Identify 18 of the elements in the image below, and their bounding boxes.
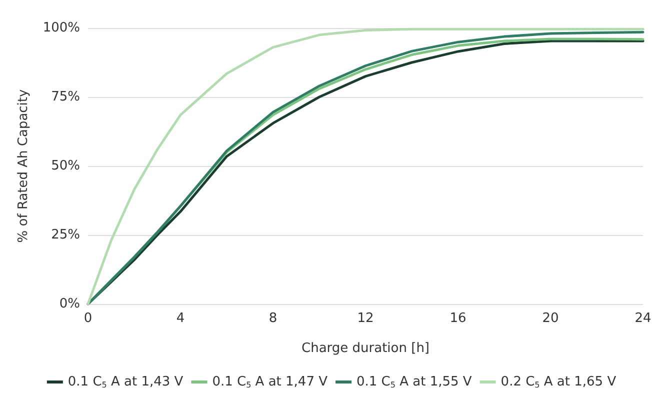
y-axis-title: % of Rated Ah Capacity	[16, 88, 31, 243]
legend-label: 0.1 C5 A at 1,47 V	[212, 374, 328, 390]
y-tick-label: 100%	[42, 20, 80, 36]
y-tick-label: 25%	[51, 228, 80, 242]
x-axis-title: Charge duration [h]	[301, 341, 430, 356]
legend-label: 0.2 C5 A at 1,65 V	[500, 374, 616, 390]
x-tick-label: 0	[84, 311, 92, 326]
y-tick-label: 50%	[51, 158, 80, 174]
y-tick-label: 0%	[59, 296, 80, 312]
x-tick-label: 12	[357, 311, 374, 326]
x-tick-label: 20	[542, 311, 559, 326]
x-tick-label: 4	[176, 311, 185, 326]
x-tick-label: 24	[634, 311, 652, 326]
legend-label: 0.1 C5 A at 1,43 V	[68, 374, 184, 390]
legend-label: 0.1 C5 A at 1,55 V	[356, 374, 472, 390]
y-tick-label: 75%	[51, 90, 80, 104]
x-tick-label: 16	[450, 311, 466, 326]
x-tick-label: 8	[268, 311, 278, 326]
